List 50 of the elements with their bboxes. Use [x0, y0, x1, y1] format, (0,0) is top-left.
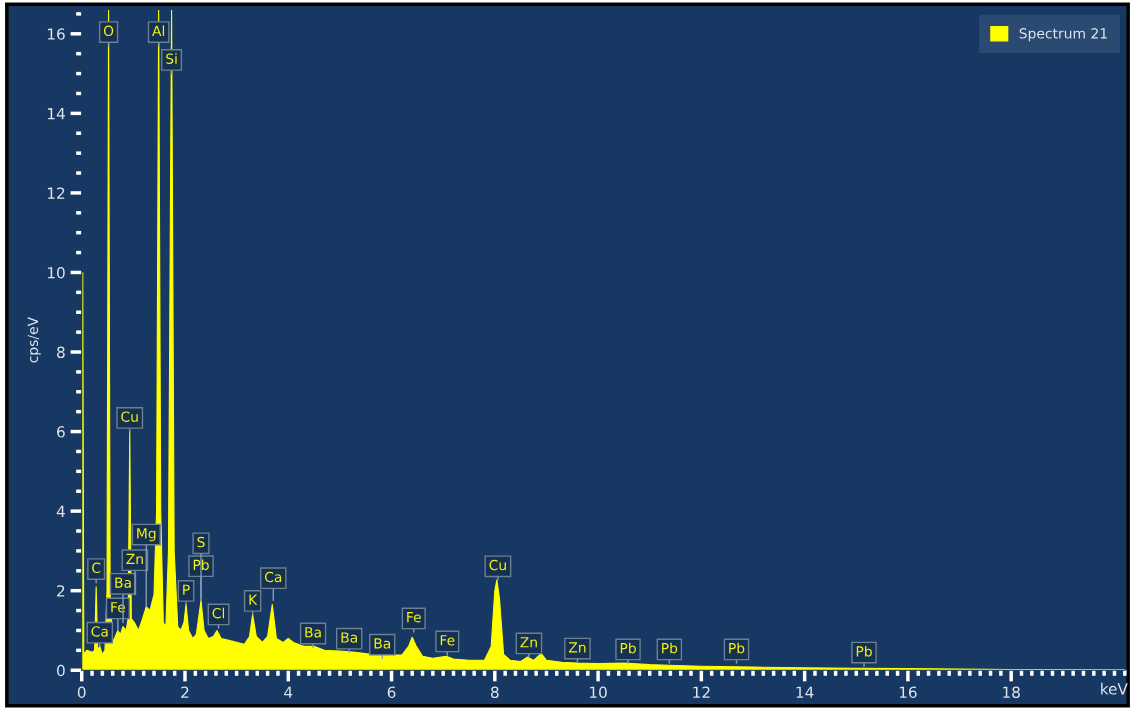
x-tick-label: 18 [1003, 686, 1020, 699]
annotation: Cl [212, 607, 225, 619]
annotation: Pb [729, 642, 745, 654]
annotation: Ba [341, 632, 357, 643]
annotation: Fe [440, 635, 455, 646]
annotation: Si [166, 53, 177, 64]
annotation: Zn [126, 553, 143, 564]
annotation: O [103, 25, 114, 37]
annotation: Pb [662, 642, 678, 654]
y-tick-label: 12 [47, 187, 65, 199]
x-tick-label: 12 [693, 686, 710, 698]
y-tick-label: 16 [47, 28, 65, 40]
y-tick-label: 10 [47, 266, 65, 279]
annotation: Ca [91, 626, 108, 637]
annotation: Pb [193, 559, 209, 571]
annotation: Al [152, 25, 165, 36]
annotation: Pb [620, 642, 636, 654]
annotation: Ba [115, 577, 131, 588]
x-axis-title: keV [1101, 682, 1128, 695]
annotation: Ca [264, 571, 282, 583]
y-tick-label: 6 [57, 426, 65, 438]
annotation: Ba [374, 638, 391, 649]
annotation: K [249, 594, 258, 605]
annotation: Zn [520, 637, 537, 648]
annotation: Ba [305, 627, 321, 638]
y-tick-label: 8 [57, 346, 65, 359]
x-tick-label: 2 [181, 686, 189, 698]
annotation: C [92, 562, 101, 574]
annotation: Pb [856, 645, 872, 657]
x-tick-label: 10 [590, 686, 607, 699]
x-tick-label: 0 [77, 686, 86, 699]
y-axis-title: cps/eV [27, 317, 41, 363]
y-tick-label: 4 [56, 505, 65, 517]
annotation: Zn [568, 642, 586, 653]
y-tick-label: 0 [57, 664, 65, 677]
x-tick-label: 8 [490, 686, 499, 699]
annotation: Mg [137, 528, 156, 542]
annotation: Cu [121, 411, 138, 422]
annotation: Fe [111, 602, 126, 613]
y-tick-label: 2 [57, 585, 65, 597]
x-tick-label: 4 [284, 686, 293, 698]
annotation: Cu [489, 559, 506, 571]
annotation: Fe [407, 612, 421, 623]
x-tick-label: 16 [899, 686, 917, 699]
x-tick-label: 14 [796, 686, 814, 698]
y-tick-label: 14 [47, 108, 65, 120]
annotation: P [183, 584, 190, 595]
annotation: S [197, 536, 205, 548]
legend-label: Spectrum 21 [1019, 28, 1107, 42]
x-tick-label: 6 [387, 686, 396, 699]
